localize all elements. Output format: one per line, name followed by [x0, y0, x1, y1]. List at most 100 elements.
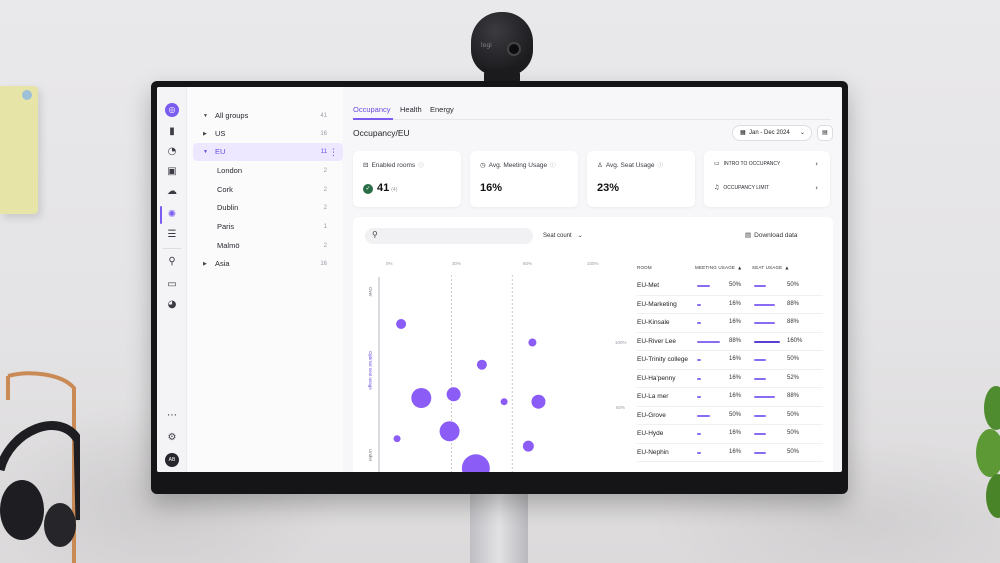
- meeting-usage-bar: [697, 414, 710, 417]
- table-row[interactable]: EU-La mer 16% 88%: [637, 388, 823, 407]
- seat-count-dropdown[interactable]: Seat count ⌄: [543, 232, 583, 239]
- date-range-picker[interactable]: ▦ Jan - Dec 2024 ⌄: [732, 125, 812, 141]
- room-icon: ⊟: [363, 161, 369, 169]
- tree-item-london[interactable]: London 2: [193, 162, 343, 180]
- sort-up-icon: ▲: [738, 265, 742, 270]
- avatar[interactable]: AB: [165, 453, 179, 467]
- tree-item-paris[interactable]: Paris 1: [193, 218, 343, 236]
- report-button[interactable]: ▤: [817, 125, 833, 141]
- card-value: 16%: [480, 182, 503, 194]
- meeting-usage-bar: [697, 396, 702, 398]
- table-row[interactable]: EU-Ha'penny 16% 52%: [637, 370, 823, 388]
- gear-icon[interactable]: ⚙: [167, 432, 177, 443]
- info-icon[interactable]: ⓘ: [550, 163, 556, 169]
- table-row[interactable]: EU-Met 50% 50%: [637, 277, 823, 296]
- download-icon: ▤: [745, 231, 752, 239]
- room-name: EU-Grove: [637, 411, 666, 419]
- tab-energy[interactable]: Energy: [430, 105, 454, 114]
- chevron-right-icon: ›: [815, 184, 818, 192]
- room-bubble[interactable]: [476, 359, 487, 370]
- tree-item-cork[interactable]: Cork 2: [193, 181, 343, 199]
- laptop-icon[interactable]: ▭: [167, 279, 177, 290]
- room-bubble[interactable]: [396, 319, 407, 329]
- check-badge-icon: ✓: [363, 184, 373, 194]
- right-tick-label: 100%: [615, 340, 627, 345]
- meeting-usage-value: 16%: [729, 430, 742, 436]
- tree-item-label: Cork: [217, 185, 233, 194]
- room-bubble[interactable]: [446, 387, 461, 402]
- right-tick-label: 50%: [616, 405, 626, 410]
- tree-item-count: 11: [320, 149, 327, 155]
- tree-item-malmo[interactable]: Malmö 2: [193, 237, 343, 255]
- caret-down-icon: ▼: [203, 149, 208, 155]
- column-header-room[interactable]: ROOM: [637, 265, 652, 270]
- tree-item-count: 41: [320, 113, 327, 119]
- tab-occupancy[interactable]: Occupancy: [353, 105, 391, 114]
- room-bubble[interactable]: [500, 398, 508, 406]
- table-row[interactable]: EU-Kinsale 16% 88%: [637, 314, 823, 333]
- table-row[interactable]: EU-Trinity college 16% 50%: [637, 351, 823, 370]
- room-name: EU-Hyde: [637, 430, 664, 437]
- room-bubble[interactable]: [528, 338, 537, 347]
- tree-item-count: 2: [323, 187, 327, 193]
- seat-usage-bar: [754, 377, 767, 380]
- x-tick-label: 30%: [452, 261, 462, 266]
- meeting-usage-bar: [697, 303, 702, 306]
- table-row[interactable]: EU-Grove 50% 50%: [637, 407, 823, 425]
- seat-usage-value: 160%: [787, 337, 803, 344]
- table-row[interactable]: EU-Marketing 16% 88%: [637, 296, 823, 314]
- gauge-icon[interactable]: ◔: [167, 146, 177, 157]
- tree-item-all-groups[interactable]: ▼ All groups 41: [193, 107, 343, 125]
- seat-usage-value: 52%: [787, 374, 800, 381]
- panel-icon[interactable]: ▮: [169, 126, 175, 137]
- table-row[interactable]: EU-Nephin 16% 50%: [637, 444, 823, 462]
- active-indicator: [160, 206, 162, 224]
- tree-item-asia[interactable]: ▶ Asia 16: [193, 255, 343, 273]
- tree-item-label: All groups: [215, 111, 249, 120]
- tab-health[interactable]: Health: [400, 105, 422, 114]
- room-bubble[interactable]: [439, 421, 460, 442]
- search-box[interactable]: ⚲: [365, 228, 533, 244]
- seat-usage-value: 50%: [787, 282, 800, 288]
- seat-usage-value: 50%: [787, 411, 800, 418]
- sliders-icon[interactable]: ☰: [167, 229, 177, 240]
- logo-icon[interactable]: ◎: [165, 103, 179, 117]
- room-bubble[interactable]: [461, 454, 490, 472]
- cloud-icon[interactable]: ☁: [167, 186, 177, 197]
- occupancy-limit-link[interactable]: ♫ OCCUPANCY LIMIT ›: [714, 179, 818, 197]
- seat-usage-bar: [754, 433, 766, 435]
- info-icon[interactable]: ⓘ: [418, 163, 424, 169]
- active-tab-underline: [353, 118, 393, 120]
- seat-usage-bar: [754, 322, 775, 324]
- room-bubble[interactable]: [531, 394, 546, 409]
- calendar-icon: ▦: [740, 129, 746, 136]
- seat-usage-bar: [754, 451, 766, 454]
- room-bubble[interactable]: [411, 388, 432, 408]
- intro-to-occupancy-link[interactable]: ▭ INTRO TO OCCUPANCY ›: [714, 155, 818, 173]
- network-icon[interactable]: ⚲: [168, 256, 176, 267]
- tree-item-us[interactable]: ▶ US 16: [193, 125, 343, 143]
- more-icon[interactable]: ⋯: [167, 410, 177, 421]
- tree-item-label: Asia: [215, 259, 230, 268]
- meeting-usage-card: ◷ Avg. Meeting Usage ⓘ 16%: [470, 151, 578, 207]
- kebab-menu-icon[interactable]: ⋮: [329, 147, 338, 157]
- search-input[interactable]: [385, 230, 525, 242]
- tree-item-dublin[interactable]: Dublin 2: [193, 199, 343, 217]
- tree-item-label: Malmö: [217, 241, 240, 250]
- lightbulb-icon[interactable]: ✺: [167, 209, 177, 220]
- table-row[interactable]: EU-Hyde 16% 50%: [637, 425, 823, 444]
- download-data-button[interactable]: ▤ Download data: [745, 231, 798, 239]
- image-icon[interactable]: ▣: [167, 166, 177, 177]
- tree-item-eu[interactable]: ▼ EU 11 ⋮: [193, 143, 343, 161]
- dashboard-icon[interactable]: ◕: [167, 299, 177, 310]
- room-bubble[interactable]: [522, 440, 534, 452]
- table-row[interactable]: EU-River Lee 88% 160%: [637, 333, 823, 351]
- video-icon: ▭: [714, 160, 720, 167]
- column-header-meeting-usage[interactable]: MEETING USAGE ▲: [695, 265, 742, 270]
- info-icon[interactable]: ⓘ: [657, 163, 664, 169]
- room-bubble[interactable]: [393, 435, 401, 443]
- seat-usage-card: ♙ Avg. Seat Usage ⓘ 23%: [587, 151, 695, 207]
- column-header-seat-usage[interactable]: SEAT USAGE ▲: [752, 265, 789, 270]
- meeting-usage-bar: [697, 377, 702, 380]
- meeting-usage-bar: [697, 451, 702, 454]
